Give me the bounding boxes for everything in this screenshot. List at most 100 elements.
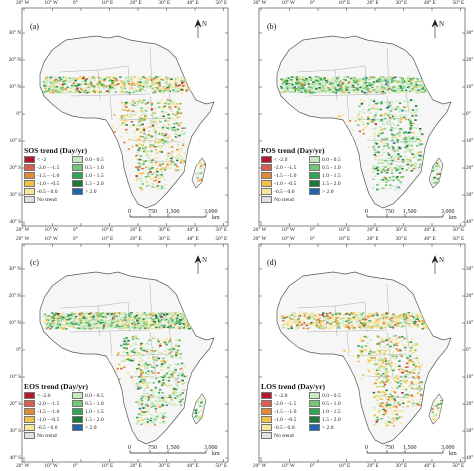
lon-labels-top: 20° W 10° W 0° 10° E 20° E 30° E 40° E 50° E [237, 0, 474, 8]
legend-label: -1.5 - -1.0 [37, 172, 60, 179]
country-border [386, 283, 390, 323]
country-border [109, 331, 113, 357]
legend-swatch [261, 164, 272, 171]
lat-label: 40° S [9, 455, 21, 461]
north-label: N [439, 20, 444, 28]
legend-item: No trend [24, 196, 70, 203]
legend-label: 0.0 - 0.5 [322, 156, 341, 163]
lat-labels: 30° N 20° N 10° N 0° 10° S 20° S 30° S 40° S [452, 0, 474, 235]
legend-label: No trend [274, 196, 294, 203]
lat-label: 0° [466, 111, 471, 117]
lat-label: 10° S [466, 138, 474, 144]
legend-swatch [72, 408, 83, 415]
lat-label: 30° N [8, 266, 21, 272]
lon-label: 0° [310, 0, 315, 6]
lat-label: 10° N [466, 84, 474, 90]
lat-label: 20° N [8, 57, 21, 63]
legend-item: 1.5 - 2.0 [72, 180, 128, 187]
legend-swatch [24, 180, 35, 187]
panel-label: (d) [267, 258, 277, 267]
lon-labels-bottom: 20° W 10° W 0° 10° E 20° E 30° E 40° E 50° E [237, 463, 474, 471]
lat-label: 20° S [9, 165, 21, 171]
legend-item: > 2.0 [309, 188, 365, 195]
legend-swatch [72, 392, 83, 399]
legend-swatch [309, 400, 320, 407]
legend-label: > 2.0 [85, 424, 97, 431]
north-arrow-icon: N [431, 19, 444, 38]
lat-label: 20° N [466, 57, 474, 63]
legend-swatch [309, 180, 320, 187]
north-arrow-icon: N [194, 19, 207, 38]
scale-label: 1,500 [166, 445, 180, 451]
lon-label: 0° [73, 0, 78, 6]
lon-label: 40° E [187, 236, 199, 242]
legend-swatch [309, 188, 320, 195]
map-svg-eos [21, 243, 229, 463]
legend-item: < -2.0 [261, 156, 307, 163]
lat-label: 0° [466, 347, 471, 353]
legend-item: < -2.0 [261, 392, 307, 399]
legend-item: -0.5 - 0.0 [24, 188, 70, 195]
legend-item: -0.5 - 0.0 [24, 424, 70, 431]
scale-label: 750 [385, 445, 394, 451]
scale-label: km [212, 451, 220, 457]
legend-item: 0.5 - 1.0 [309, 400, 365, 407]
lat-labels: 30° N 20° N 10° N 0° 10° S 20° S 30° S 40° S [0, 236, 22, 471]
legend-swatch [24, 424, 35, 431]
lon-label: 30° E [395, 0, 408, 6]
legend-item: 0.0 - 0.5 [72, 392, 128, 399]
lon-label: 40° E [187, 227, 199, 233]
legend-item: No trend [261, 432, 307, 439]
legend-label: -1.5 - -1.0 [37, 408, 60, 415]
legend-label: No trend [274, 432, 294, 439]
lon-label: 10° E [338, 463, 351, 469]
legend-swatch [261, 180, 272, 187]
legend-swatch [72, 400, 83, 407]
lat-label: 30° S [466, 192, 474, 198]
legend-item: 0.5 - 1.0 [309, 164, 365, 171]
lon-label: 20° E [130, 463, 142, 469]
country-border [167, 321, 173, 349]
lat-labels: 30° N 20° N 10° N 0° 10° S 20° S 30° S 40° S [0, 0, 22, 235]
legend-swatch [309, 392, 320, 399]
legend-item: 1.0 - 1.5 [309, 408, 365, 415]
legend-item: -0.5 - 0.0 [261, 188, 307, 195]
legend-swatch [261, 416, 272, 423]
legend-label: -1.0 - -0.5 [274, 180, 297, 187]
legend-label: -0.5 - 0.0 [274, 424, 295, 431]
map-panel-sos: (a) 20° W 10° W 0° 10° E 20° E 30° E 40° E 50° E… [0, 0, 237, 235]
panel-label: (a) [30, 22, 39, 31]
lon-labels-bottom: 20° W 10° W 0° 10° E 20° E 30° E 40° E 50° E [237, 227, 474, 235]
lon-label: 50° E [215, 0, 228, 6]
country-border [167, 85, 173, 113]
legend-swatch [309, 416, 320, 423]
legend-item: -1.0 - -0.5 [24, 416, 70, 423]
legend-label: > 2.0 [85, 188, 97, 195]
legend-swatch [261, 172, 272, 179]
scale-label: 3,000 [441, 209, 455, 215]
lat-label: 0° [16, 111, 21, 117]
country-border [346, 331, 350, 357]
lon-label: 10° W [44, 236, 58, 242]
legend-label: 0.0 - 0.5 [322, 392, 341, 399]
map-panel-pos: (b) 20° W 10° W 0° 10° E 20° E 30° E 40° E 50° E… [237, 0, 474, 235]
legend-swatch [72, 424, 83, 431]
scale-label: 3,000 [204, 445, 218, 451]
lat-label: 0° [16, 347, 21, 353]
country-border [306, 329, 388, 333]
lat-label: 30° S [9, 428, 21, 434]
legend-label: -1.5 - -1.0 [274, 408, 297, 415]
north-arrow-icon: N [194, 255, 207, 274]
legend-item: < -2.0 [24, 392, 70, 399]
legend-swatch [261, 196, 272, 203]
legend-title: SOS trend (Day/yr) [24, 146, 88, 155]
lon-label: 30° E [158, 0, 171, 6]
legend-label: 0.5 - 1.0 [322, 400, 341, 407]
legend-label: 1.0 - 1.5 [322, 408, 341, 415]
legend-label: 0.5 - 1.0 [85, 164, 104, 171]
legend-item: -1.5 - -1.0 [24, 408, 70, 415]
scale-label: 3,000 [204, 209, 218, 215]
